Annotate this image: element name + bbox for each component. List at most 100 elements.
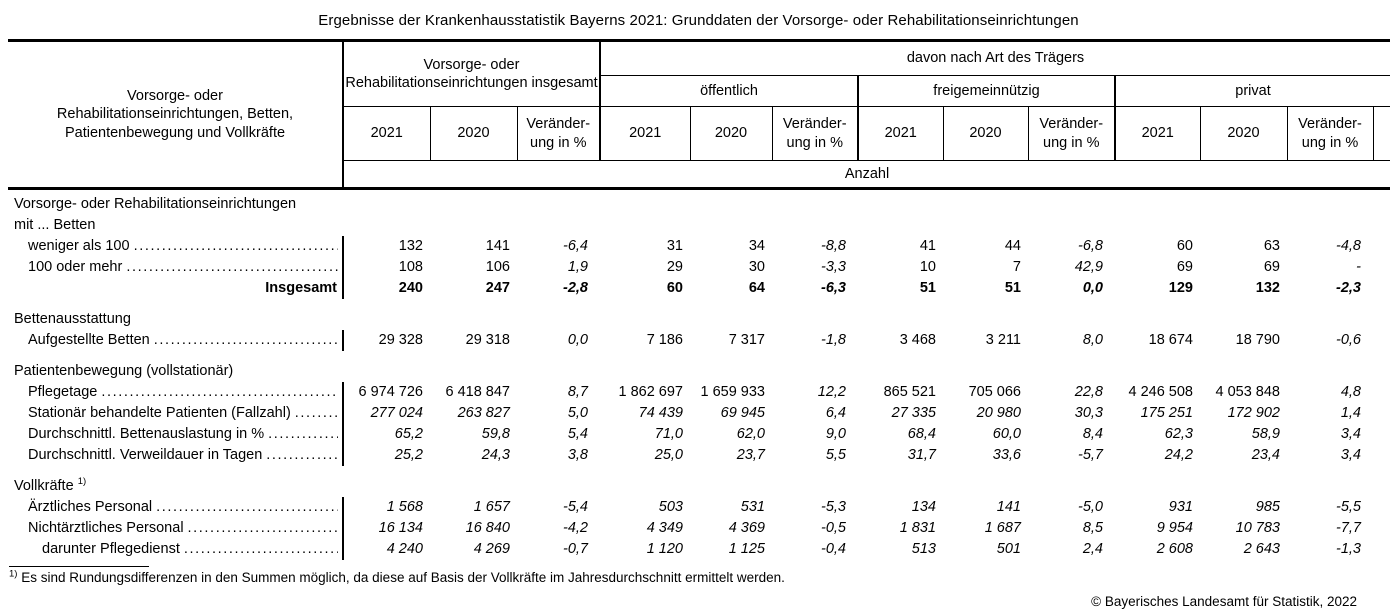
value-cell: 3 468 <box>899 331 936 348</box>
value-cell: 7 <box>1012 258 1021 275</box>
unit-header: Anzahl <box>343 160 1391 190</box>
row-label-wrap: Nichtärztliches Personal <box>8 518 342 539</box>
value-cell: -8,8 <box>821 237 846 254</box>
value-cell: 1 657 <box>473 498 510 515</box>
change-col-header: Veränder- ung in % <box>1027 106 1116 161</box>
year-col-header: 2021 <box>857 106 944 161</box>
row-label-wrap: weniger als 100 <box>8 236 342 257</box>
footnote-marker: 1) <box>77 475 87 487</box>
section-label-cell: mit ... Betten <box>8 215 1390 236</box>
value-cell: 74 439 <box>638 404 683 421</box>
table-row: Pflegetage 6 974 726 6 418 847 8,7 1 862 697… <box>8 381 1390 403</box>
value-cell: 68,4 <box>907 425 936 442</box>
value-cell: 4 369 <box>728 519 765 536</box>
value-cell: 24,3 <box>481 446 510 463</box>
value-cell: 5,4 <box>567 425 588 442</box>
value-cell: 24,2 <box>1164 446 1193 463</box>
value-cell: 503 <box>658 498 683 515</box>
value-cell: 18 674 <box>1148 331 1193 348</box>
row-label-wrap: Pflegetage <box>8 382 342 403</box>
row-label-wrap: 100 oder mehr <box>8 257 342 278</box>
value-cell: 62,3 <box>1164 425 1193 442</box>
value-cell: 69 <box>1263 258 1280 275</box>
value-cell: 58,9 <box>1251 425 1280 442</box>
value-cell: 51 <box>1004 279 1021 296</box>
value-cell: 12,2 <box>817 383 846 400</box>
value-cell: 865 521 <box>883 383 936 400</box>
spacer-cell <box>1373 236 1390 257</box>
col-group-insgesamt: Vorsorge- oder Rehabilitationseinrichtun… <box>343 40 601 107</box>
value-cell: 2 643 <box>1243 540 1280 557</box>
value-cell: 41 <box>919 237 936 254</box>
spacer-cell <box>1373 403 1390 424</box>
spacer-cell <box>1373 497 1390 518</box>
value-cell: 65,2 <box>394 425 423 442</box>
value-cell: 8,5 <box>1082 519 1103 536</box>
dot-leader <box>156 497 338 518</box>
value-cell: 8,0 <box>1082 331 1103 348</box>
copyright: © Bayerisches Landesamt für Statistik, 2… <box>1091 593 1357 609</box>
value-cell: 129 <box>1168 279 1193 296</box>
value-cell: 263 827 <box>457 404 510 421</box>
stub-header: Vorsorge- oder Rehabilitationseinrichtun… <box>8 40 344 190</box>
value-cell: -4,2 <box>563 519 588 536</box>
value-cell: -6,4 <box>563 237 588 254</box>
value-cell: 10 783 <box>1235 519 1280 536</box>
row-label: Aufgestellte Betten <box>28 331 150 348</box>
value-cell: 25,0 <box>654 446 683 463</box>
dot-leader <box>154 330 338 351</box>
row-label-cell: 100 oder mehr <box>8 256 344 278</box>
table-row: weniger als 100 132 141 -6,4 31 34 -8,8 41 44 -6,… <box>8 235 1390 257</box>
footnote-separator <box>9 565 149 567</box>
row-label-cell: Ärztliches Personal <box>8 496 344 518</box>
col-group-privat: privat <box>1115 75 1391 107</box>
spacer-cell <box>1373 257 1390 278</box>
value-cell: 30,3 <box>1074 404 1103 421</box>
row-label: Stationär behandelte Patienten (Fallzahl… <box>28 404 291 421</box>
value-cell: 4 269 <box>473 540 510 557</box>
col-group-traeger: davon nach Art des Trägers <box>600 40 1391 76</box>
value-cell: 42,9 <box>1074 258 1103 275</box>
value-cell: 175 251 <box>1140 404 1193 421</box>
value-cell: -5,3 <box>821 498 846 515</box>
value-cell: -5,7 <box>1078 446 1103 463</box>
year-header-row: 2021 2020 Veränder- ung in % 2021 2020 Veränd… <box>8 106 1391 161</box>
section-label: Vorsorge- oder Rehabilitationseinrichtun… <box>14 195 297 212</box>
value-cell: 44 <box>1004 237 1021 254</box>
value-cell: 7 186 <box>646 331 683 348</box>
value-cell: 1 687 <box>984 519 1021 536</box>
row-label-cell: Nichtärztliches Personal <box>8 517 344 539</box>
col-group-freigemeinnuetzig: freigemeinnützig <box>858 75 1116 107</box>
unit-header-row: Anzahl <box>8 160 1391 190</box>
value-cell: 31 <box>666 237 683 254</box>
row-label-cell: Durchschnittl. Verweildauer in Tagen <box>8 444 344 466</box>
spacer-cell <box>1373 330 1390 351</box>
value-cell: 23,4 <box>1251 446 1280 463</box>
value-cell: 9,0 <box>825 425 846 442</box>
change-col-header: Veränder- ung in % <box>516 106 601 161</box>
value-cell: 20 980 <box>976 404 1021 421</box>
value-cell: 27 335 <box>891 404 936 421</box>
value-cell: 6 418 847 <box>445 383 510 400</box>
col-group-oeffentlich: öffentlich <box>600 75 859 107</box>
value-cell: -3,3 <box>821 258 846 275</box>
statistics-table: Vorsorge- oder Rehabilitationseinrichtun… <box>8 39 1391 560</box>
spacer-cell <box>1373 539 1390 560</box>
section-label: Vollkräfte <box>14 477 74 494</box>
value-cell: - <box>1356 258 1361 275</box>
section-row: Bettenausstattung <box>8 309 1390 330</box>
dot-leader <box>126 257 338 278</box>
value-cell: 108 <box>398 258 423 275</box>
total-row: Insgesamt 240 247 -2,8 60 64 -6,3 51 51 0,0 129 132… <box>8 277 1390 299</box>
row-label: Durchschnittl. Bettenauslastung in % <box>28 425 265 442</box>
row-label-wrap: Durchschnittl. Verweildauer in Tagen <box>8 445 342 466</box>
value-cell: -7,7 <box>1336 519 1361 536</box>
value-cell: 513 <box>911 540 936 557</box>
table-row: Durchschnittl. Verweildauer in Tagen 25,2… <box>8 444 1390 466</box>
year-col-header: 2020 <box>429 106 518 161</box>
section-label: Bettenausstattung <box>14 310 131 327</box>
value-cell: 9 954 <box>1156 519 1193 536</box>
value-cell: 0,0 <box>1082 279 1103 296</box>
provider-header-row: öffentlich freigemeinnützig privat <box>8 75 1391 107</box>
value-cell: -2,3 <box>1336 279 1361 296</box>
